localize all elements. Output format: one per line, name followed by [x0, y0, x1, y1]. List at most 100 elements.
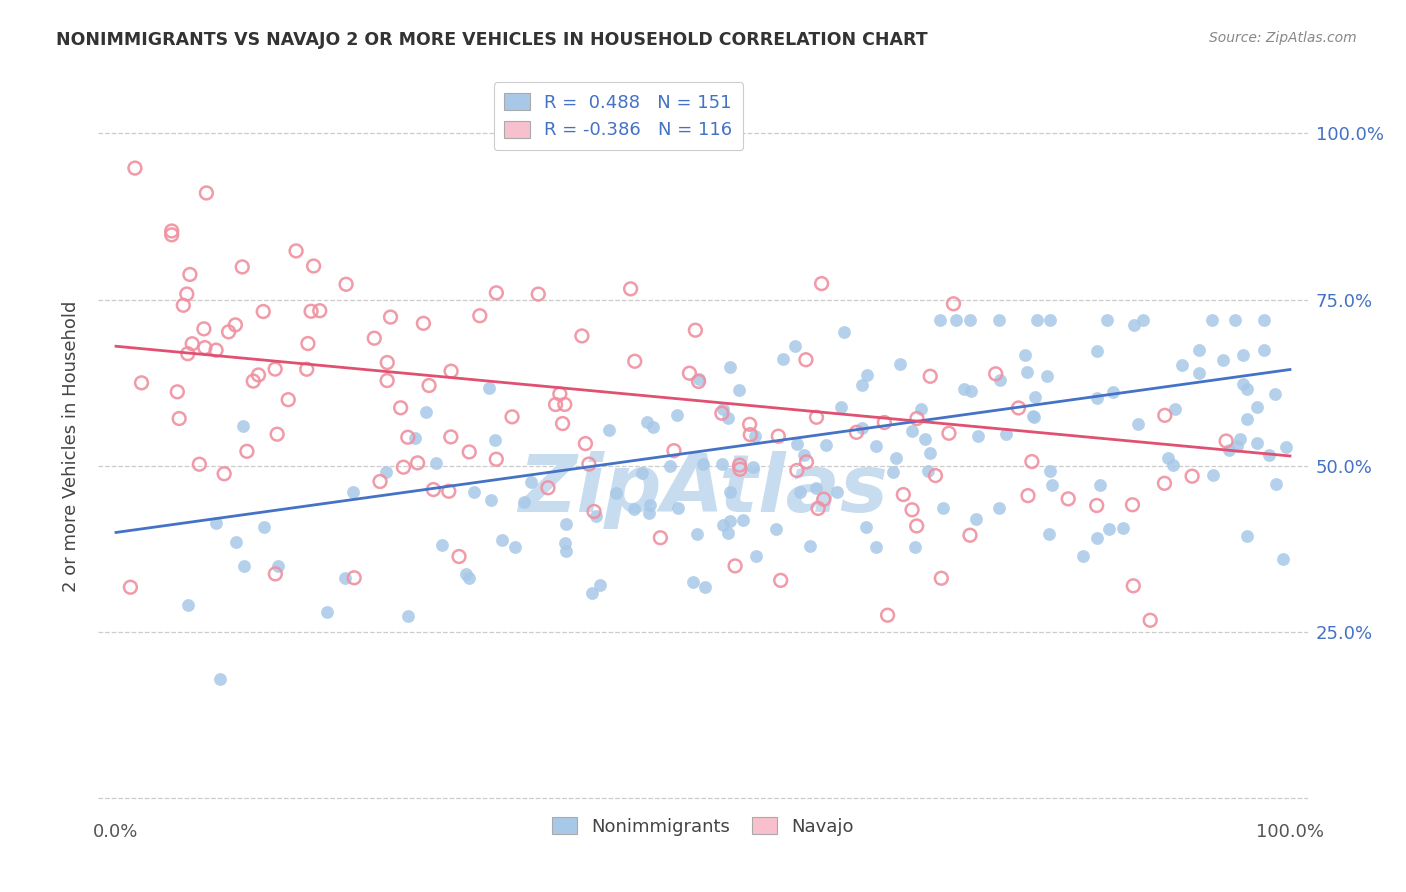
Point [574, 436, 596, 450]
Point [181, 336, 204, 351]
Point [1212, 352, 1234, 367]
Point [247, 368, 270, 382]
Point [738, 417, 761, 432]
Point [582, 504, 605, 518]
Point [1122, 579, 1144, 593]
Point [491, 533, 513, 547]
Point [437, 484, 460, 499]
Point [1232, 348, 1254, 362]
Point [585, 508, 607, 523]
Point [742, 459, 765, 474]
Point [1024, 390, 1046, 404]
Point [806, 410, 828, 425]
Point [793, 448, 815, 462]
Point [710, 406, 733, 420]
Point [891, 487, 914, 501]
Point [1226, 439, 1249, 453]
Point [806, 481, 828, 495]
Point [1246, 435, 1268, 450]
Point [984, 367, 1007, 381]
Point [1223, 312, 1246, 326]
Point [856, 368, 879, 382]
Point [889, 358, 911, 372]
Point [1202, 468, 1225, 483]
Point [554, 397, 576, 411]
Text: Source: ZipAtlas.com: Source: ZipAtlas.com [1209, 31, 1357, 45]
Point [1095, 312, 1118, 326]
Point [295, 362, 318, 376]
Point [188, 457, 211, 471]
Point [641, 419, 664, 434]
Point [1188, 343, 1211, 358]
Point [918, 446, 941, 460]
Point [544, 397, 567, 411]
Point [920, 369, 942, 384]
Point [710, 457, 733, 471]
Point [1246, 400, 1268, 414]
Point [209, 672, 232, 686]
Point [1088, 478, 1111, 492]
Point [264, 362, 287, 376]
Point [650, 531, 672, 545]
Point [988, 373, 1011, 387]
Point [623, 502, 645, 516]
Point [1139, 613, 1161, 627]
Point [731, 513, 754, 527]
Point [865, 540, 887, 554]
Point [225, 535, 247, 549]
Point [789, 484, 811, 499]
Point [745, 549, 768, 564]
Point [637, 507, 659, 521]
Point [638, 499, 661, 513]
Point [728, 383, 751, 397]
Point [456, 567, 478, 582]
Point [485, 285, 508, 300]
Point [666, 500, 689, 515]
Point [851, 378, 873, 392]
Point [555, 543, 578, 558]
Point [232, 558, 254, 573]
Point [277, 392, 299, 407]
Y-axis label: 2 or more Vehicles in Household: 2 or more Vehicles in Household [62, 301, 80, 591]
Point [468, 309, 491, 323]
Point [231, 418, 253, 433]
Point [924, 468, 946, 483]
Point [264, 566, 287, 581]
Point [910, 401, 932, 416]
Point [440, 430, 463, 444]
Point [205, 516, 228, 530]
Point [1188, 366, 1211, 380]
Point [786, 463, 808, 477]
Point [131, 376, 153, 390]
Point [598, 423, 620, 437]
Point [172, 298, 194, 312]
Point [342, 485, 364, 500]
Point [1181, 469, 1204, 483]
Point [945, 312, 967, 326]
Point [914, 432, 936, 446]
Point [1215, 434, 1237, 448]
Point [1236, 529, 1258, 543]
Point [678, 366, 700, 380]
Point [1232, 377, 1254, 392]
Point [308, 303, 330, 318]
Point [717, 526, 740, 541]
Point [396, 608, 419, 623]
Point [794, 352, 817, 367]
Point [718, 359, 741, 374]
Point [623, 354, 645, 368]
Point [682, 575, 704, 590]
Point [1022, 409, 1045, 423]
Point [876, 608, 898, 623]
Point [120, 580, 142, 594]
Point [769, 574, 792, 588]
Point [882, 465, 904, 479]
Point [343, 571, 366, 585]
Point [1253, 312, 1275, 326]
Point [901, 425, 924, 439]
Point [447, 549, 470, 564]
Point [463, 484, 485, 499]
Point [873, 416, 896, 430]
Point [967, 428, 990, 442]
Point [688, 372, 710, 386]
